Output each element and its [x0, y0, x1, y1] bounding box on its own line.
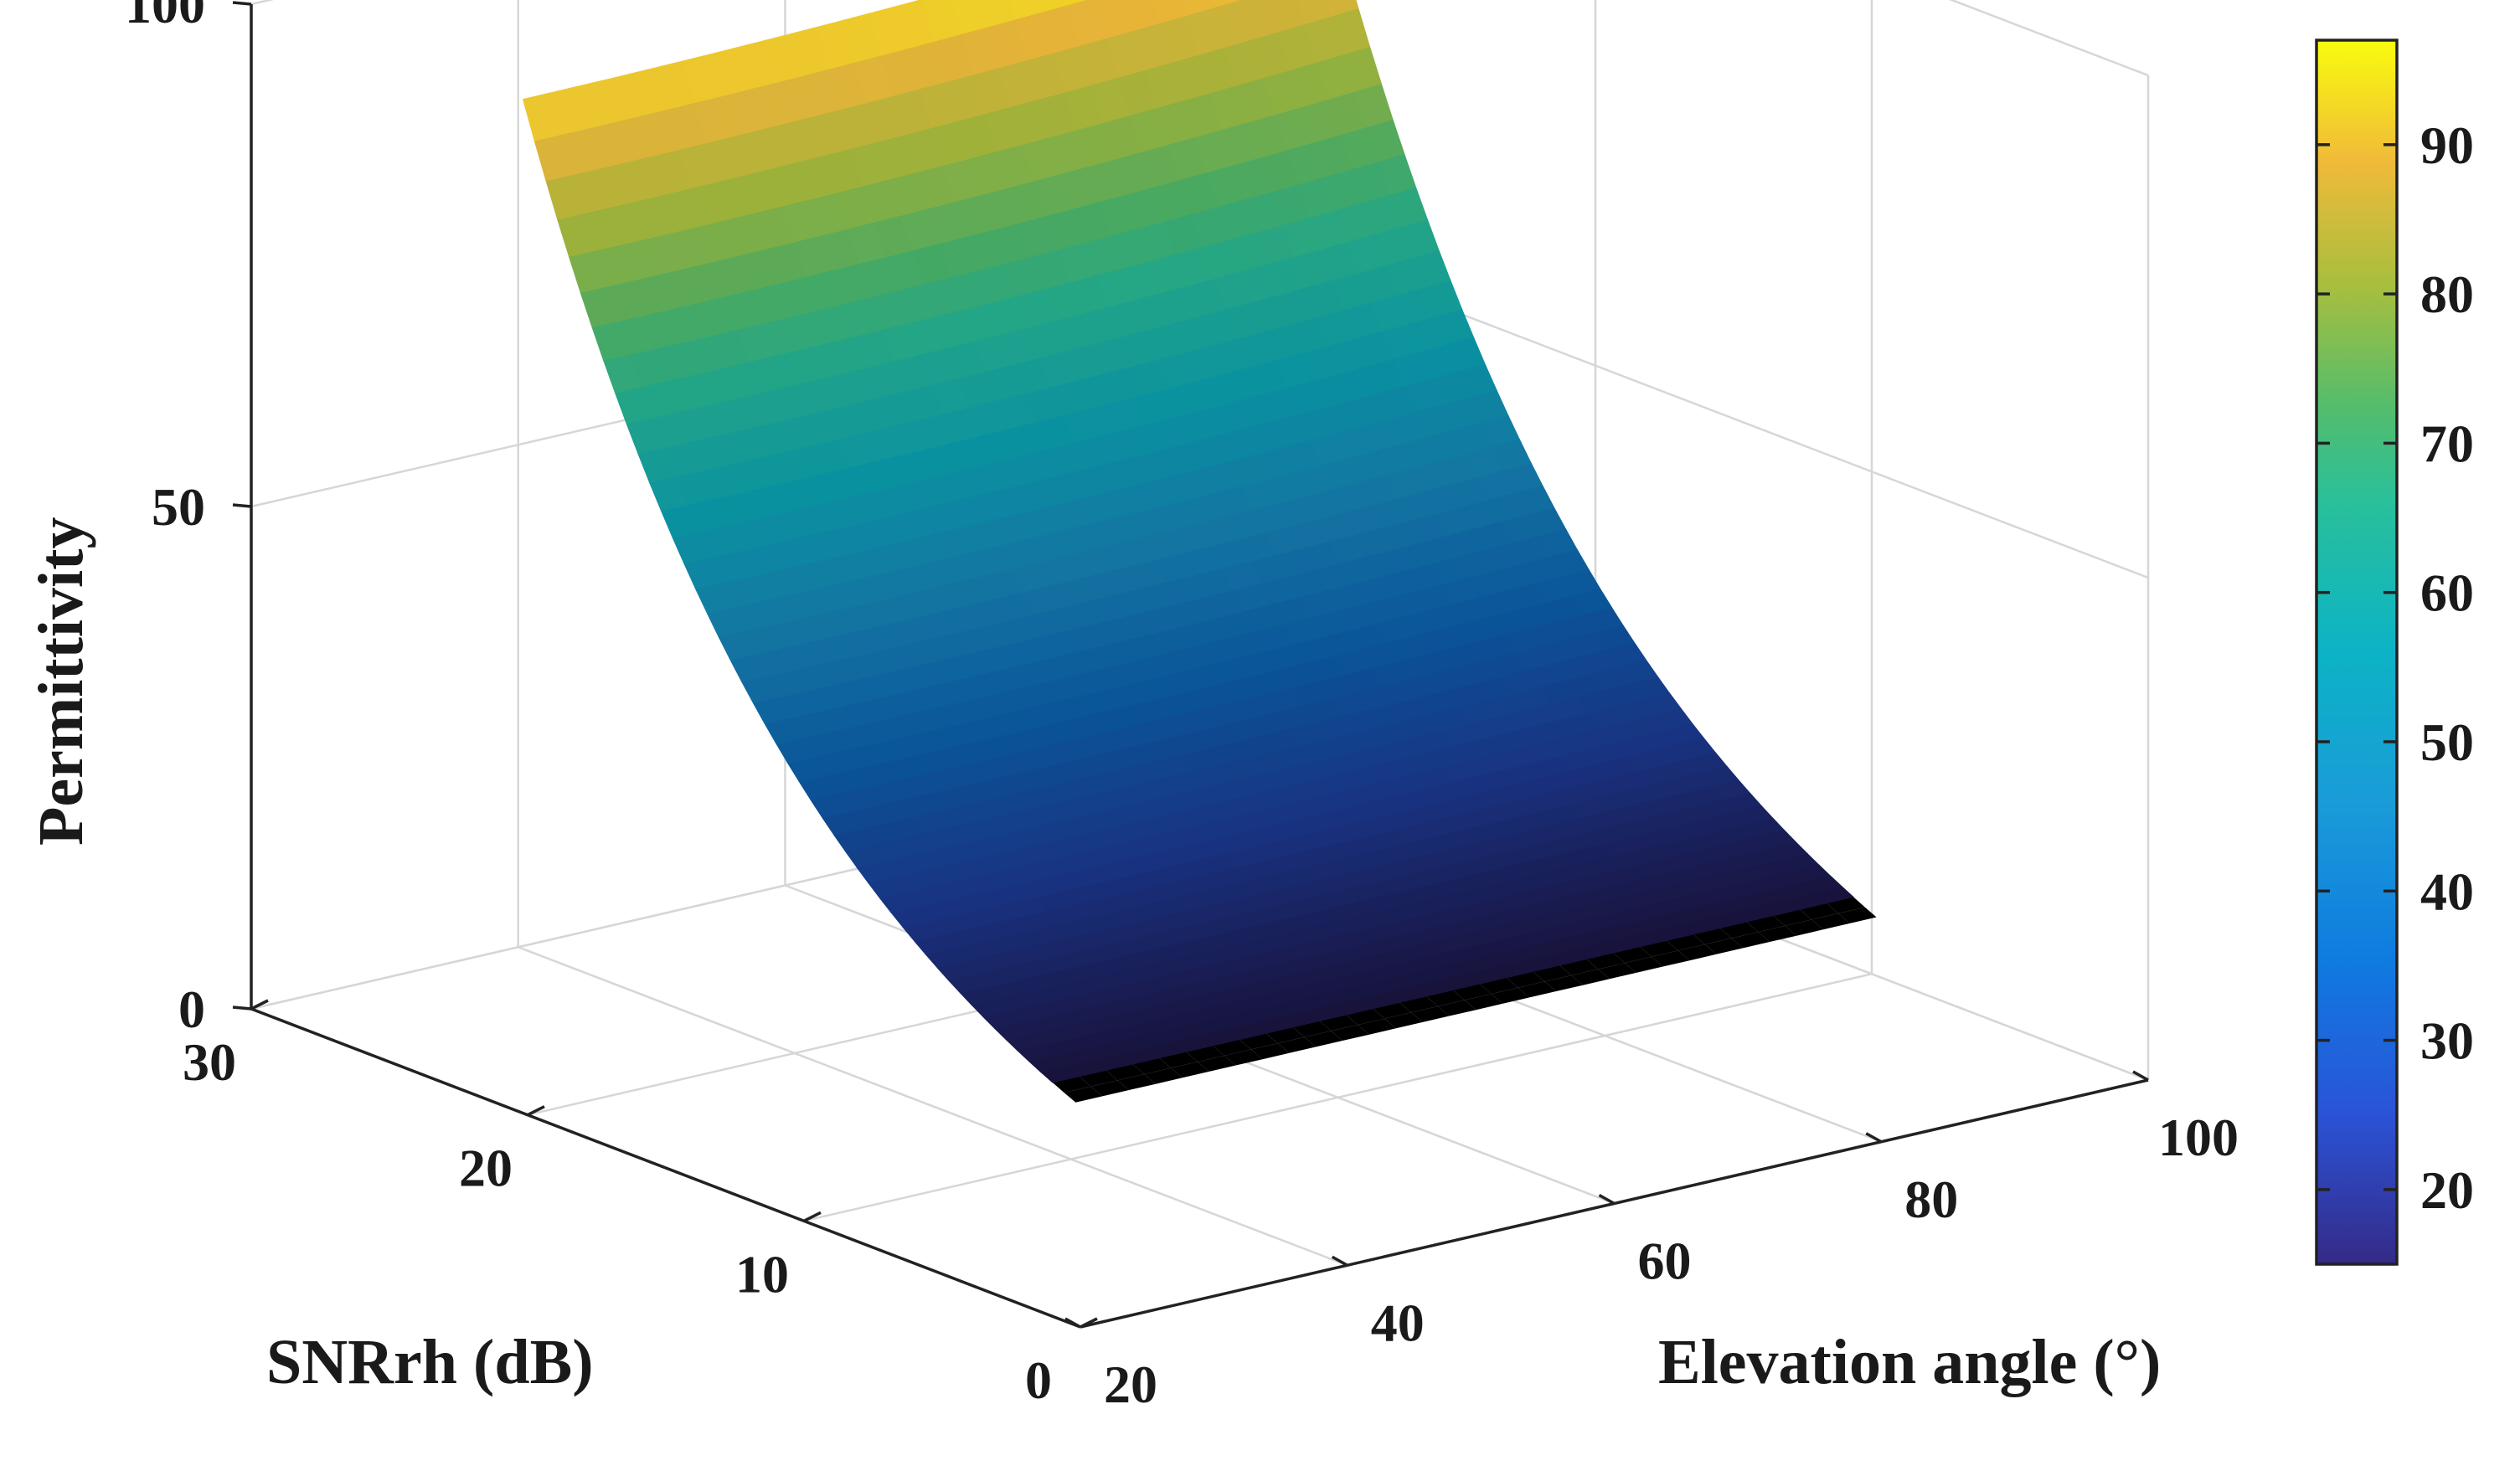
y-tick-label: 10 — [735, 1244, 789, 1304]
x-axis-title: Elevation angle (°) — [1658, 1327, 2161, 1397]
surface-patch — [1297, 0, 1332, 25]
grid-line — [518, 946, 1348, 1267]
y-tick-label-mark — [527, 1105, 545, 1117]
surface-patch — [1411, 1006, 1450, 1022]
colorbar-tick-label: 60 — [2420, 563, 2474, 623]
surface-patch — [1009, 0, 1043, 20]
y-tick-label: 20 — [459, 1139, 513, 1198]
surface-patch — [896, 0, 935, 49]
z-tick-mark — [232, 1, 252, 6]
x-tick-mark — [1598, 1193, 1616, 1206]
surface-patch — [1090, 1080, 1130, 1097]
surface-patch — [1144, 1067, 1183, 1084]
surface-patch — [1651, 950, 1690, 967]
surface-patch — [1038, 0, 1069, 13]
surface-patch — [1198, 1055, 1236, 1072]
y-tick-label: 30 — [183, 1032, 236, 1092]
y-tick-label: 0 — [1025, 1350, 1052, 1410]
z-tick-label: 50 — [152, 477, 205, 537]
y-tick-label-mark — [250, 999, 269, 1011]
colorbar-tick-label: 30 — [2420, 1011, 2474, 1071]
grid-line — [1949, 0, 2149, 77]
surface-patch — [1327, 0, 1359, 17]
colorbar-tick-label: 80 — [2420, 265, 2474, 324]
surface-patch — [1331, 1025, 1369, 1041]
x-tick-mark — [1865, 1132, 1883, 1144]
surface-patch — [1095, 0, 1134, 39]
surface-patch — [1731, 932, 1770, 949]
colorbar: 20 30 40 50 60 70 80 90 — [2315, 39, 2474, 1266]
surface-patch — [1571, 969, 1610, 985]
axes — [232, 1, 2149, 1329]
surface-patch — [1066, 0, 1086, 6]
surface-patch — [1625, 956, 1663, 973]
x-tick-label: 40 — [1371, 1293, 1425, 1352]
surface-plot — [522, 0, 1877, 1103]
surface-patch — [1518, 981, 1557, 998]
surface-patch — [1268, 0, 1306, 33]
surface-patch — [1677, 944, 1717, 961]
surface-patch — [1277, 1036, 1317, 1053]
surface-patch — [1304, 1031, 1343, 1047]
surface-patch — [1171, 1062, 1209, 1078]
z-tick-label: 0 — [178, 980, 205, 1039]
x-tick-mark — [1064, 1317, 1081, 1329]
grid-line — [803, 973, 1873, 1222]
surface-patch — [1544, 975, 1583, 991]
surface-patch — [1239, 0, 1279, 40]
x-tick-label: 20 — [1104, 1355, 1157, 1414]
colorbar-tick-label: 50 — [2420, 712, 2474, 772]
surface-patch — [1124, 0, 1161, 31]
z-axis-title: Permittivity — [26, 517, 96, 846]
surface-patch — [1224, 1049, 1263, 1066]
surface-patch — [1064, 1086, 1103, 1103]
surface-patch — [980, 0, 1016, 28]
surface-patch — [1437, 1000, 1476, 1016]
z-tick-mark — [232, 503, 252, 508]
x-tick-label: 100 — [2158, 1108, 2239, 1167]
x-tick-label: 80 — [1904, 1170, 1958, 1229]
surface-patch — [1358, 1018, 1396, 1035]
surface-patch — [1838, 907, 1877, 923]
surface-patch — [1182, 0, 1214, 16]
surface-patch — [1464, 994, 1503, 1011]
z-tick-mark — [232, 1006, 252, 1011]
colorbar-tick-label: 70 — [2420, 414, 2474, 473]
surface-patch — [923, 0, 962, 42]
surface-patch — [1152, 0, 1188, 23]
surface-patch — [1068, 0, 1107, 46]
z-tick-label: 100 — [125, 0, 205, 34]
surface-patch — [1491, 987, 1530, 1004]
surface-patch — [1210, 0, 1241, 8]
colorbar-tick-label: 20 — [2420, 1160, 2474, 1220]
colorbar-tick-label: 90 — [2420, 116, 2474, 175]
y-axis-title: SNRrh (dB) — [266, 1327, 594, 1397]
surface-patch — [1213, 0, 1252, 48]
y-tick-label-mark — [803, 1211, 822, 1222]
x-tick-mark — [2132, 1070, 2149, 1082]
y-tick-label-mark — [1080, 1317, 1098, 1329]
surface-patch — [1598, 963, 1636, 980]
x-tick-label: 60 — [1638, 1232, 1692, 1291]
colorbar-gradient — [2315, 39, 2399, 1266]
surface-patch — [951, 0, 989, 35]
surface-patch — [1250, 1043, 1290, 1060]
y-axis-line — [250, 1007, 1081, 1329]
x-tick-mark — [1331, 1255, 1348, 1267]
surface-patch — [1704, 938, 1744, 954]
surface-patch — [1811, 913, 1850, 930]
surface-patch — [1758, 925, 1796, 942]
surface-patch — [1117, 1074, 1156, 1090]
surface-patch — [1384, 1012, 1423, 1029]
surface-patch — [1785, 919, 1823, 936]
colorbar-tick-label: 40 — [2420, 862, 2474, 921]
